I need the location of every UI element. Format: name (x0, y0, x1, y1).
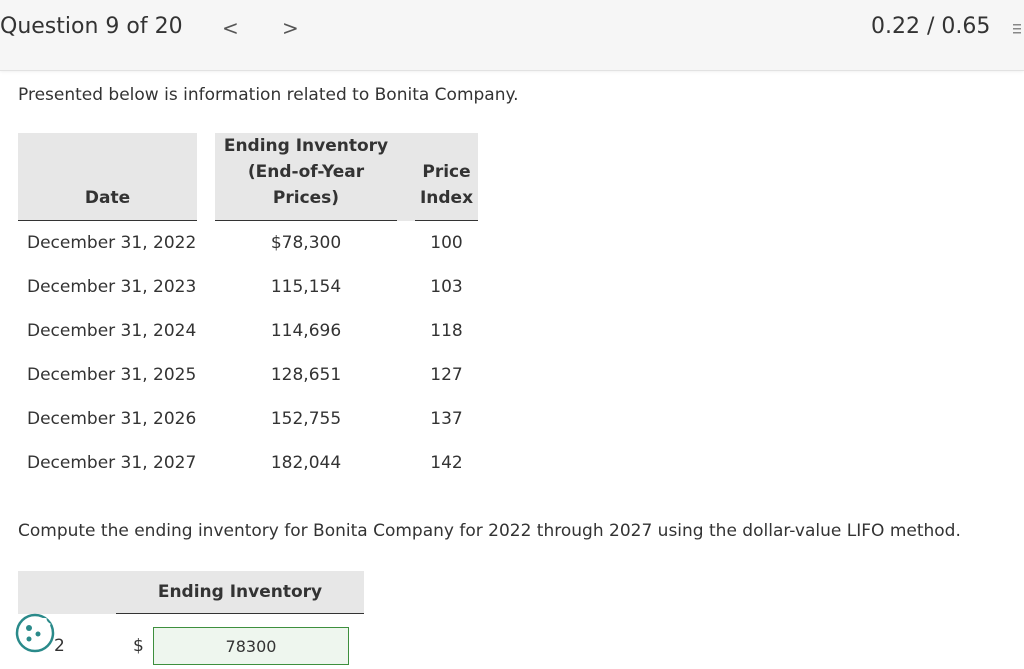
next-question-button[interactable]: > (282, 16, 299, 40)
cell-price-index: 142 (430, 453, 463, 473)
table-row: December 31, 2024 114,696 118 (18, 309, 478, 353)
header-spacer (197, 133, 215, 221)
table-row: December 31, 2022 $78,300 100 (18, 221, 478, 265)
previous-question-button[interactable]: < (222, 16, 239, 40)
answer-row-year: 2 (54, 636, 65, 656)
cell-inventory: $78,300 (270, 233, 342, 253)
cell-inventory: 128,651 (270, 365, 342, 385)
cell-price-index: 137 (430, 409, 463, 429)
header-ending-inventory: Ending Inventory (End-of-Year Prices) (215, 133, 397, 221)
cell-inventory: 115,154 (270, 277, 342, 297)
cell-date: December 31, 2024 (27, 321, 197, 341)
question-counter: Question 9 of 20 (0, 14, 183, 39)
cell-price-index: 127 (430, 365, 463, 385)
cell-price-index: 118 (430, 321, 463, 341)
table-row: December 31, 2027 182,044 142 (18, 441, 478, 485)
score-display: 0.22 / 0.65 (871, 14, 991, 39)
cell-price-index: 103 (430, 277, 463, 297)
header-date: Date (18, 133, 197, 221)
cell-date: December 31, 2026 (27, 409, 197, 429)
cell-price-index: 100 (430, 233, 463, 253)
inventory-data-table: Date Ending Inventory (End-of-Year Price… (18, 133, 478, 485)
cell-date: December 31, 2023 (27, 277, 197, 297)
top-bar: Question 9 of 20 < > 0.22 / 0.65 (0, 0, 1024, 71)
cell-date: December 31, 2022 (27, 233, 197, 253)
answer-table-header (18, 571, 364, 614)
table-row: December 31, 2026 152,755 137 (18, 397, 478, 441)
cell-inventory: 114,696 (270, 321, 342, 341)
cell-inventory: 182,044 (270, 453, 342, 473)
instruction-text: Compute the ending inventory for Bonita … (18, 521, 961, 541)
currency-symbol: $ (133, 636, 144, 656)
table-header-row: Date Ending Inventory (End-of-Year Price… (18, 133, 478, 221)
answer-header-ending-inventory: Ending Inventory (116, 571, 364, 614)
cookie-icon[interactable] (14, 612, 56, 654)
header-spacer (397, 133, 415, 221)
intro-text: Presented below is information related t… (18, 85, 519, 105)
table-row: December 31, 2025 128,651 127 (18, 353, 478, 397)
table-row: December 31, 2023 115,154 103 (18, 265, 478, 309)
cell-date: December 31, 2027 (27, 453, 197, 473)
cell-inventory: 152,755 (270, 409, 342, 429)
ending-inventory-input-2022[interactable] (153, 627, 349, 665)
cell-date: December 31, 2025 (27, 365, 197, 385)
header-price-index: Price Index (415, 133, 478, 221)
side-panel-icon[interactable] (1012, 22, 1022, 40)
